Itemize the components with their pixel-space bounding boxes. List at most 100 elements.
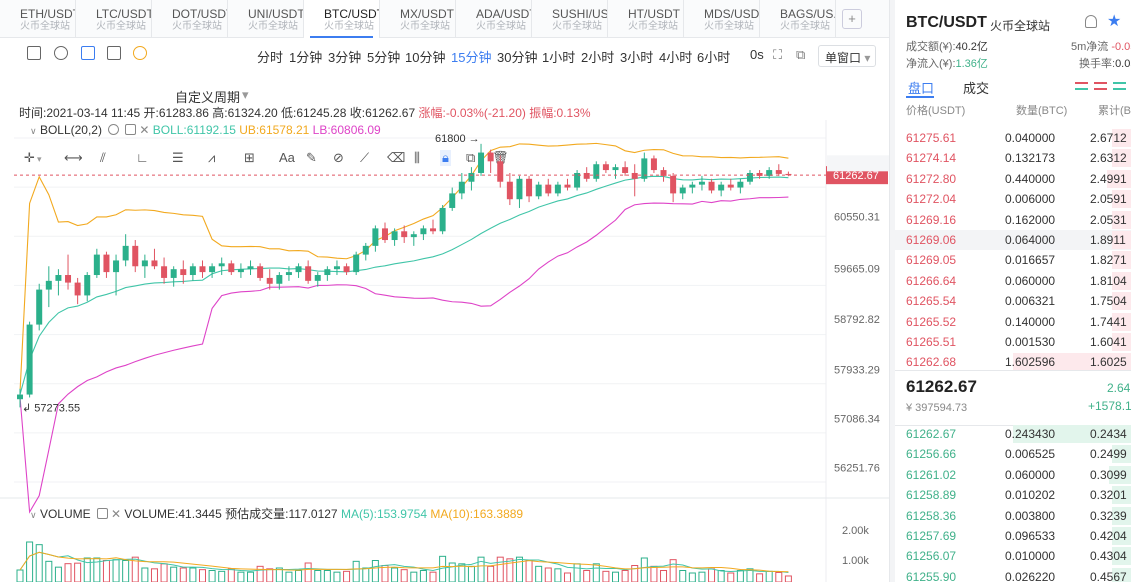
brush-tool-icon[interactable]: ✎ — [306, 150, 317, 165]
volume-bar — [304, 562, 312, 582]
ask-row[interactable]: 61265.52 0.140000 1.7441 — [895, 312, 1131, 332]
interval-button[interactable]: 1小时 — [542, 50, 576, 65]
eraser-icon[interactable]: ⌫ — [387, 150, 406, 165]
interval-button[interactable]: 10分钟 — [405, 50, 446, 65]
interval-button[interactable]: 4小时 — [659, 50, 693, 65]
ask-row[interactable]: 61266.64 0.060000 1.8104 — [895, 271, 1131, 291]
add-tab-button[interactable]: + — [842, 9, 862, 29]
interval-button[interactable]: 6小时 — [697, 50, 731, 65]
pair-tab[interactable]: MX/USDT 火币全球站 — [380, 0, 456, 38]
fib-tool-icon[interactable]: ☰ — [172, 150, 184, 165]
bid-row[interactable]: 61258.36 0.003800 0.3239 — [895, 506, 1131, 526]
measure-tool-icon[interactable]: ⊞ — [244, 150, 255, 165]
bell-icon[interactable] — [1085, 15, 1097, 28]
star-icon[interactable]: ★ — [1107, 13, 1122, 30]
tab-orderbook[interactable]: 盘口 — [908, 81, 935, 96]
bid-row[interactable]: 61262.67 0.243430 0.2434 — [895, 424, 1131, 444]
screenshot-icon[interactable]: ⧉ — [796, 47, 806, 62]
bid-row[interactable]: 61255.90 0.026220 0.4567 — [895, 567, 1131, 582]
ask-row[interactable]: 61269.05 0.016657 1.8271 — [895, 250, 1131, 270]
interval-button[interactable]: 5分钟 — [367, 50, 401, 65]
collapse-caret-icon[interactable]: ∨ — [30, 126, 37, 136]
candle-body — [631, 172, 638, 179]
panel-splitter[interactable] — [889, 0, 895, 582]
depth-bar — [1109, 465, 1131, 484]
close-icon[interactable]: ✕ — [110, 507, 122, 521]
order-cumulative: 1.7441 — [1090, 314, 1127, 329]
depth-bar — [1111, 292, 1131, 311]
bid-row[interactable]: 61257.69 0.096533 0.4204 — [895, 526, 1131, 546]
tab-trades[interactable]: 成交 — [963, 81, 990, 96]
bid-row[interactable]: 61256.66 0.006525 0.2499 — [895, 444, 1131, 464]
angle-tool-icon[interactable]: ∟ — [136, 150, 149, 165]
interval-button[interactable]: 30分钟 — [497, 50, 538, 65]
magnet-icon[interactable]: ⊘ — [333, 150, 344, 165]
ask-row[interactable]: 61262.68 1.602596 1.6025 — [895, 352, 1131, 372]
interval-button[interactable]: 分时 — [257, 50, 284, 65]
ask-row[interactable]: 61275.61 0.040000 2.6712 — [895, 128, 1131, 148]
close-icon[interactable]: ✕ — [139, 123, 150, 137]
caret-down-icon[interactable]: ▾ — [37, 154, 42, 164]
pair-tab[interactable]: LTC/USDT 火币全球站 — [76, 0, 152, 38]
pattern-tool-icon[interactable]: ⩘ — [208, 150, 216, 165]
fullscreen-icon[interactable]: ⛶ — [773, 47, 783, 62]
crosshair-icon[interactable]: ✛ — [24, 150, 35, 165]
clock-icon[interactable] — [133, 46, 147, 60]
collapse-caret-icon[interactable]: ∨ — [30, 510, 37, 520]
pair-tab[interactable]: HT/USDT 火币全球站 — [608, 0, 684, 38]
bids-only-icon[interactable] — [1113, 82, 1126, 90]
copy-icon[interactable]: ⧉ — [466, 150, 476, 165]
pair-tab[interactable]: BTC/USDT 火币全球站 — [304, 0, 380, 38]
seconds-label[interactable]: 0s — [750, 47, 764, 62]
interval-button[interactable]: 3小时 — [620, 50, 654, 65]
bid-row[interactable]: 61256.07 0.010000 0.4304 — [895, 546, 1131, 566]
volume-bar — [295, 570, 303, 582]
settings-icon[interactable] — [96, 508, 108, 519]
candles-icon[interactable]: ⫼ — [414, 150, 420, 165]
ask-row[interactable]: 61269.16 0.162000 2.0531 — [895, 210, 1131, 230]
window-mode-select[interactable]: 单窗口 ▾ — [818, 45, 876, 67]
pair-tab[interactable]: BAGS/US...火币全球站 — [760, 0, 836, 38]
order-amount: 0.010202 — [1005, 488, 1056, 503]
depth-bar — [1111, 271, 1131, 290]
order-amount: 0.026220 — [1005, 569, 1056, 582]
pair-tab-exchange: 火币全球站 — [248, 21, 298, 32]
ask-row[interactable]: 61272.04 0.006000 2.0591 — [895, 189, 1131, 209]
candlestick-chart[interactable]: 61262.6761448.6660550.3159665.0958792.82… — [0, 100, 889, 582]
ask-row[interactable]: 61265.54 0.006321 1.7504 — [895, 291, 1131, 311]
draw-pen-icon[interactable] — [81, 46, 95, 60]
asks-only-icon[interactable] — [1094, 82, 1107, 90]
interval-button[interactable]: 3分钟 — [328, 50, 362, 65]
pair-tab[interactable]: SUSHI/US...火币全球站 — [532, 0, 608, 38]
ask-row[interactable]: 61272.80 0.440000 2.4991 — [895, 169, 1131, 189]
candle-body — [333, 266, 340, 270]
hline-tool-icon[interactable]: ⟷ — [64, 150, 83, 165]
turnover-rate-label: 换手率: — [1079, 58, 1116, 70]
interval-button[interactable]: 15分钟 — [451, 50, 492, 65]
custom-period-button[interactable]: 自定义周期 — [175, 90, 241, 105]
ruler-icon[interactable]: ⟋ — [360, 150, 370, 165]
trendline-tool-icon[interactable]: ⫽ — [100, 150, 106, 165]
pair-tab[interactable]: ETH/USDT 火币全球站 — [0, 0, 76, 38]
pair-tab[interactable]: ADA/USDT 火币全球站 — [456, 0, 532, 38]
pair-tab[interactable]: UNI/USDT 火币全球站 — [228, 0, 304, 38]
eye-icon[interactable] — [108, 124, 120, 135]
settings-icon[interactable] — [125, 124, 137, 135]
bid-row[interactable]: 61258.89 0.010202 0.3201 — [895, 485, 1131, 505]
text-tool[interactable]: Aa — [279, 150, 295, 165]
lock-icon[interactable]: 🔒︎ — [440, 150, 451, 166]
interval-button[interactable]: 2小时 — [581, 50, 615, 65]
interval-button[interactable]: 1分钟 — [289, 50, 323, 65]
caret-down-icon[interactable]: ▾ — [242, 87, 249, 102]
ask-row[interactable]: 61274.14 0.132173 2.6312 — [895, 148, 1131, 168]
ask-row[interactable]: 61265.51 0.001530 1.6041 — [895, 332, 1131, 352]
bid-row[interactable]: 61261.02 0.060000 0.3099 — [895, 465, 1131, 485]
briefcase-icon[interactable] — [107, 46, 121, 60]
settings-icon[interactable] — [54, 46, 68, 60]
both-sides-icon[interactable] — [1075, 82, 1088, 90]
pair-tab[interactable]: DOT/USDT 火币全球站 — [152, 0, 228, 38]
chart-type-icon[interactable] — [27, 46, 41, 60]
ask-row[interactable]: 61269.06 0.064000 1.8911 — [895, 230, 1131, 250]
candle-body — [506, 181, 513, 200]
